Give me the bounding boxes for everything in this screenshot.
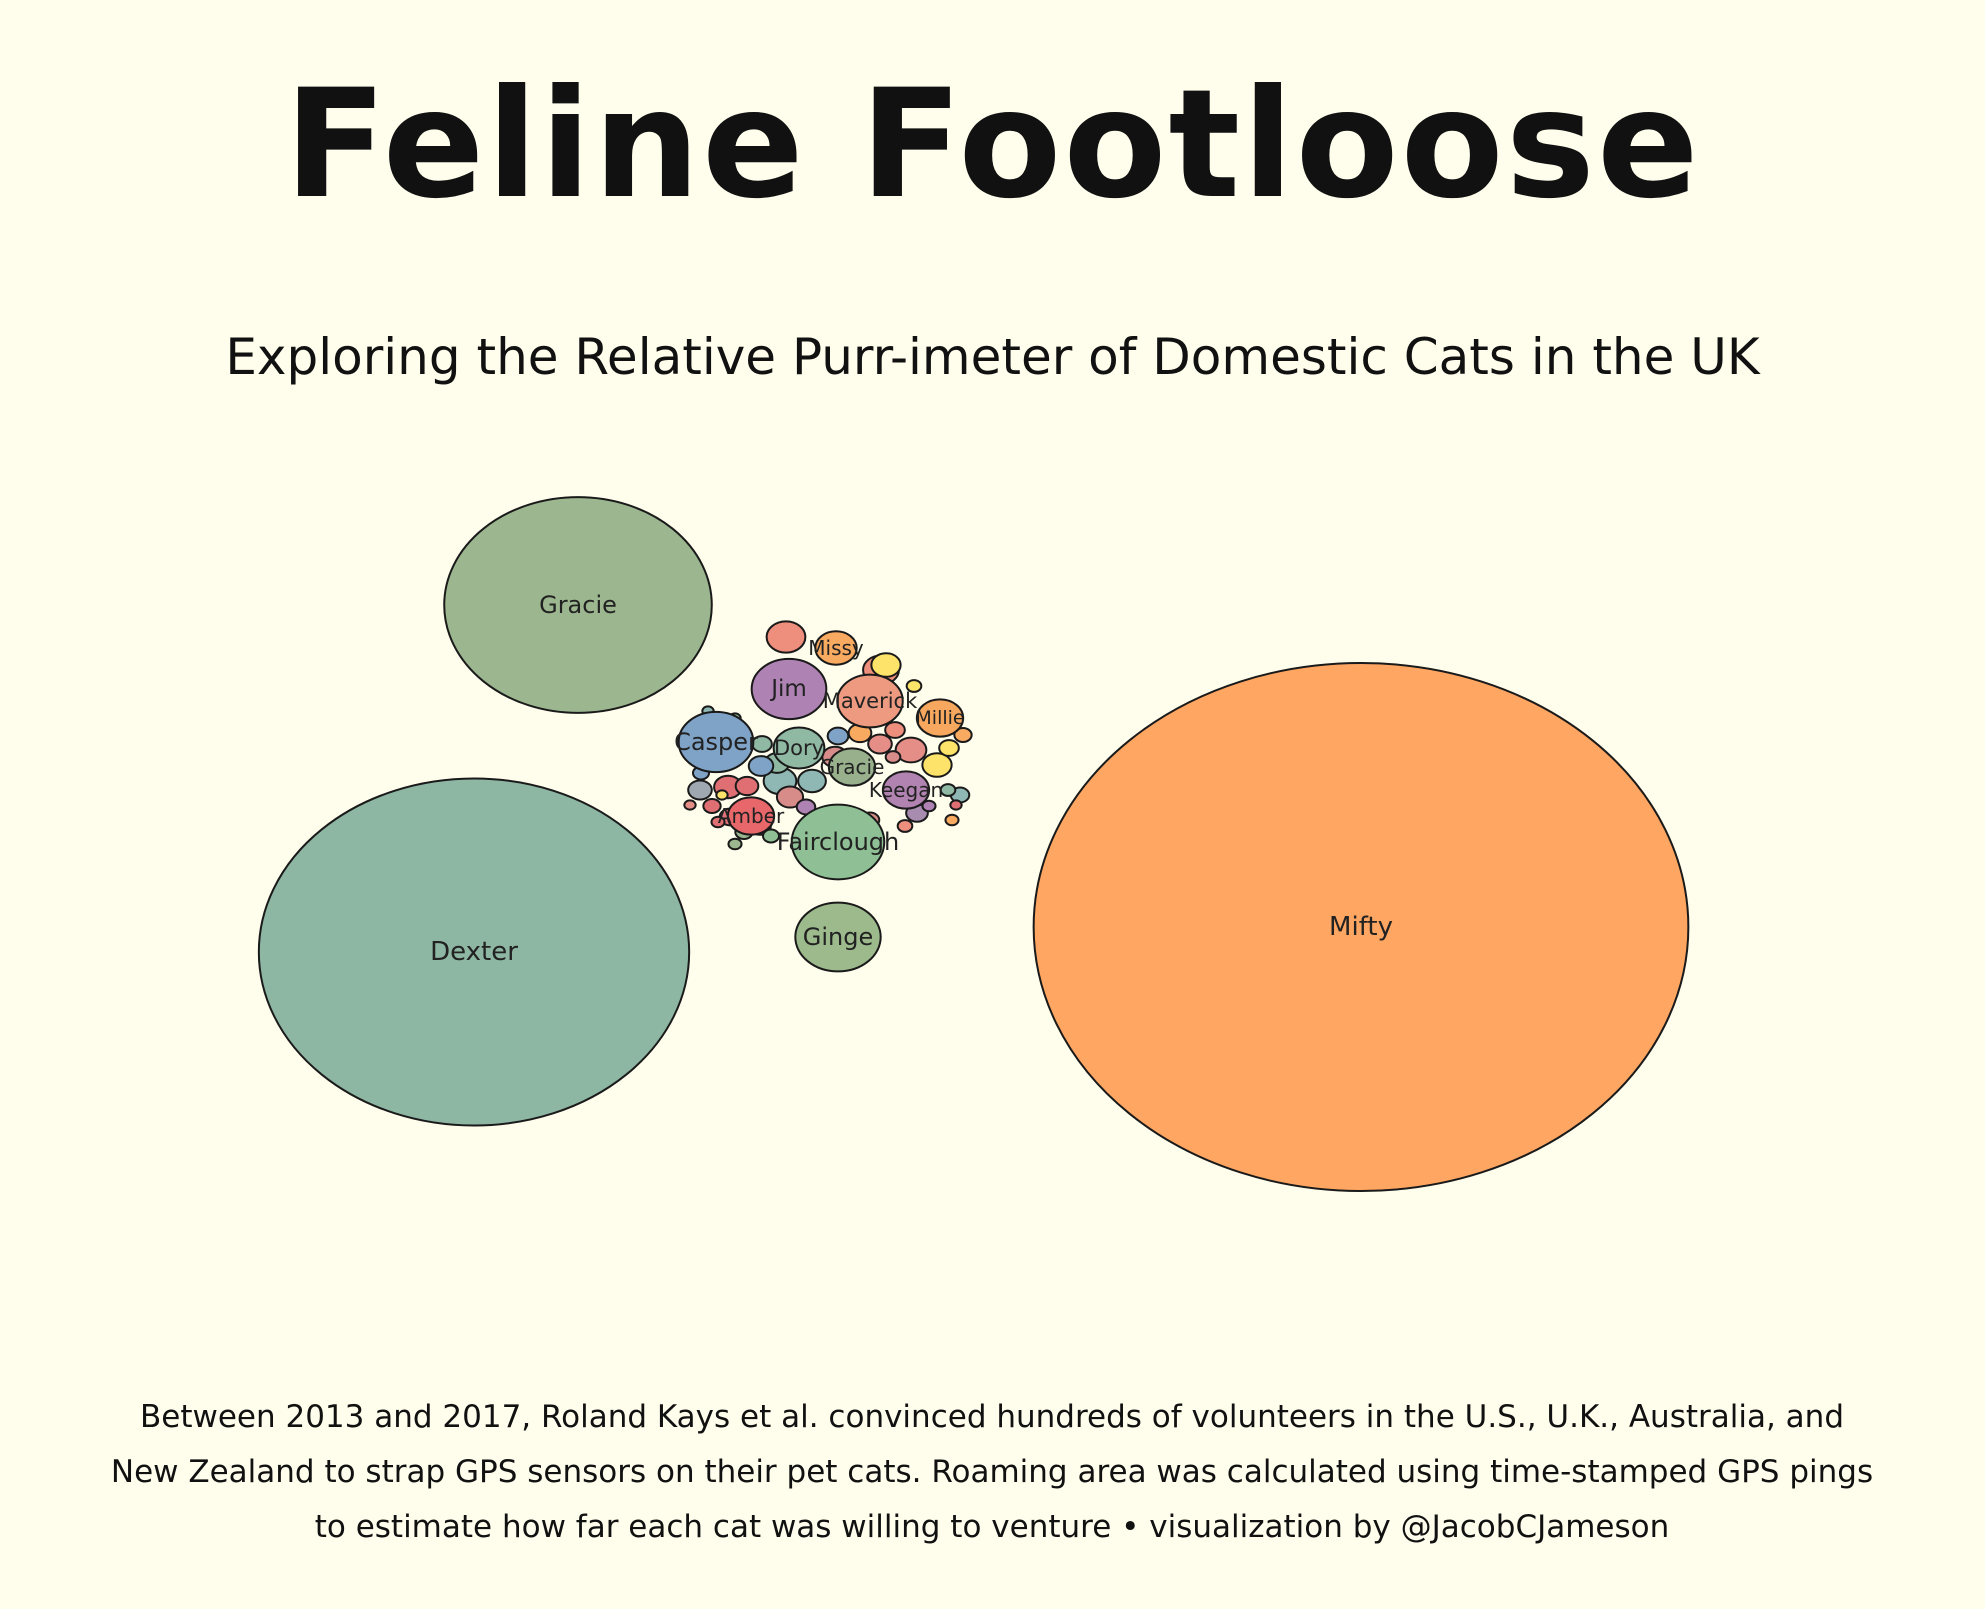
small-bubble-45 [715, 789, 729, 801]
small-bubble-3 [894, 736, 928, 764]
bubble-label-gracie-11: Gracie [820, 755, 885, 779]
small-bubble-0 [765, 620, 807, 654]
bubble-label-ginge-4: Ginge [803, 923, 873, 951]
small-bubble-32 [884, 750, 902, 764]
small-bubble-8 [775, 785, 805, 809]
labeled-bubbles-group: Mifty Dexter Gracie Fairclough Ginge Casper Ji… [257, 496, 1690, 1192]
small-bubble-6 [797, 768, 827, 794]
bubble-dory-8 [772, 726, 826, 770]
bubble-label-dexter-1: Dexter [430, 937, 518, 967]
caption-line-3: to estimate how far each cat was willing… [314, 1509, 1670, 1545]
chart-subtitle: Exploring the Relative Purr-imeter of Do… [225, 328, 1760, 386]
small-bubble-13 [867, 733, 893, 755]
caption-line-2: New Zealand to strap GPS sensors on thei… [110, 1454, 1874, 1490]
small-bubble-39 [944, 813, 960, 827]
bubble-keegan-10 [881, 770, 931, 810]
small-bubble-14 [734, 775, 760, 797]
small-bubble-11 [747, 755, 775, 777]
bubble-amber-9 [726, 796, 776, 836]
bubble-label-fairclough-3: Fairclough [777, 828, 900, 856]
bubble-label-keegan-10: Keegan [869, 778, 943, 802]
small-bubble-5 [921, 752, 953, 778]
bubble-ginge-4 [794, 901, 882, 973]
small-bubble-33 [905, 679, 923, 693]
small-bubble-37 [727, 837, 743, 851]
small-bubble-28 [953, 727, 973, 743]
bubble-mifty-0 [1032, 662, 1690, 1192]
bubble-label-millie-12: Millie [915, 707, 964, 729]
bubble-label-jim-6: Jim [769, 676, 807, 702]
bubble-maverick-7 [836, 673, 904, 729]
bubble-label-mifty-0: Mifty [1329, 912, 1393, 942]
bubble-dexter-1 [257, 777, 691, 1127]
chart-caption: Between 2013 and 2017, Roland Kays et al… [42, 1390, 1942, 1555]
caption-line-1: Between 2013 and 2017, Roland Kays et al… [139, 1399, 1845, 1435]
small-bubble-19 [826, 726, 850, 746]
bubble-millie-12 [915, 698, 965, 738]
small-bubble-36 [710, 815, 726, 829]
bubble-label-dory-8: Dory [774, 736, 824, 760]
bubble-label-maverick-7: Maverick [823, 689, 918, 713]
bubble-fairclough-3 [790, 803, 886, 881]
bubble-label-casper-5: Casper [674, 728, 758, 756]
small-bubble-30 [761, 828, 781, 844]
small-bubble-4 [870, 652, 902, 678]
bubble-missy-13 [814, 630, 858, 666]
small-bubble-22 [938, 739, 960, 757]
bubble-label-amber-9: Amber [718, 804, 785, 828]
small-bubble-44 [949, 799, 963, 811]
bubble-label-gracie-2: Gracie [539, 591, 617, 619]
chart-title: Feline Footloose [284, 58, 1701, 232]
bubble-gracie-11 [827, 747, 877, 787]
bubble-gracie-2 [443, 496, 713, 714]
small-bubble-40 [683, 799, 697, 811]
bubble-label-missy-13: Missy [808, 636, 864, 660]
small-bubble-26 [702, 798, 722, 814]
small-bubble-34 [896, 819, 914, 833]
small-bubble-35 [939, 783, 957, 797]
small-bubble-38 [921, 799, 937, 813]
bubble-jim-6 [750, 657, 828, 721]
bubble-casper-5 [677, 710, 755, 774]
small-bubble-12 [687, 779, 713, 801]
small-bubble-20 [884, 721, 906, 739]
